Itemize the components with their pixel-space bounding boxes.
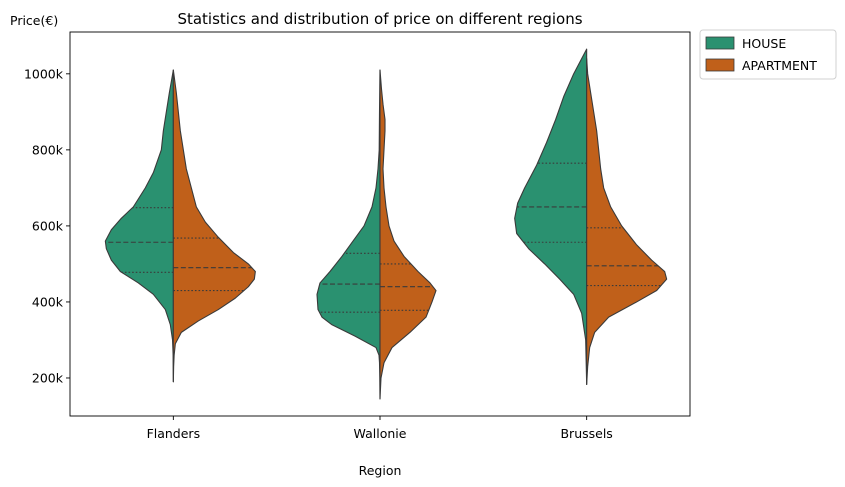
y-tick-label: 600k xyxy=(32,218,64,233)
x-tick-label: Brussels xyxy=(560,426,612,441)
y-tick-label: 400k xyxy=(32,294,64,309)
y-axis-label: Price(€) xyxy=(10,13,58,28)
violin-house-wallonie xyxy=(316,69,381,400)
x-axis-label: Region xyxy=(359,463,402,478)
y-tick-label: 1000k xyxy=(24,66,64,81)
y-tick-label: 800k xyxy=(32,142,64,157)
legend-swatch-apartment xyxy=(705,58,735,72)
legend-label-apartment: APARTMENT xyxy=(742,58,817,73)
legend-label-house: HOUSE xyxy=(742,36,786,51)
legend: HOUSE APARTMENT xyxy=(699,29,837,80)
legend-swatch-house xyxy=(705,36,735,50)
x-tick-label: Wallonie xyxy=(354,426,407,441)
chart-title: Statistics and distribution of price on … xyxy=(177,10,582,28)
plot-area xyxy=(69,31,691,417)
y-tick-label: 200k xyxy=(32,370,64,385)
violin-apartment-brussels xyxy=(586,58,668,385)
x-tick-label: Flanders xyxy=(147,426,201,441)
x-axis: Flanders Wallonie Brussels xyxy=(147,416,613,441)
violin-house-flanders xyxy=(104,69,174,383)
violin-apartment-flanders xyxy=(172,69,256,383)
violin-apartment-wallonie xyxy=(379,69,437,400)
violin-house-brussels xyxy=(514,48,588,385)
y-axis: 200k 400k 600k 800k 1000k xyxy=(24,66,70,385)
